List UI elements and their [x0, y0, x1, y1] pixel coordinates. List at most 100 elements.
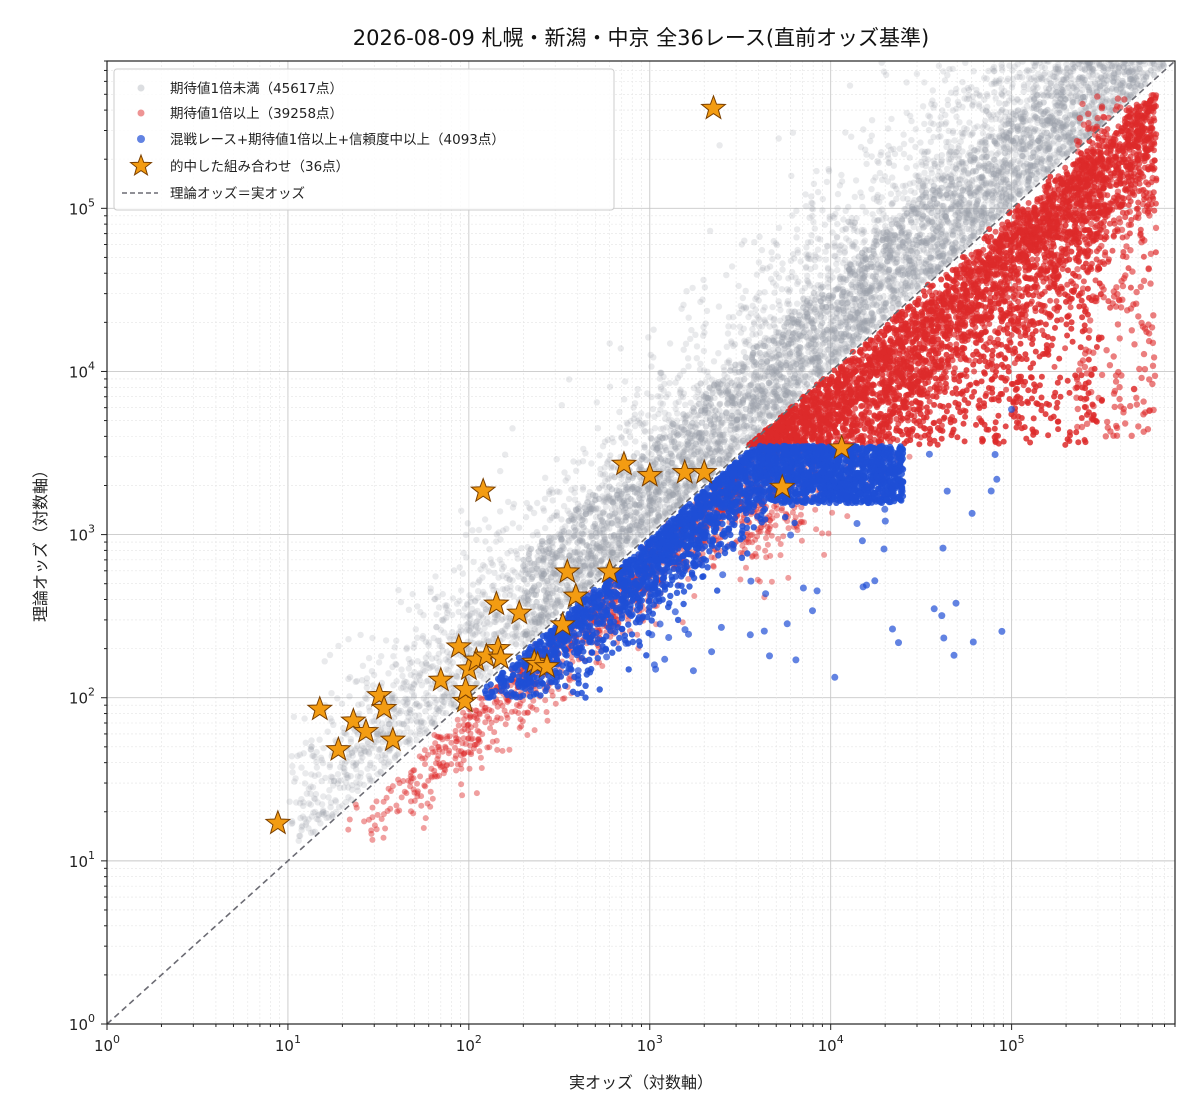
point-ev-below-1 [697, 380, 704, 387]
point-ev-below-1 [289, 769, 296, 776]
point-ev-below-1 [554, 488, 561, 495]
point-ev-below-1 [756, 329, 764, 337]
point-ev-below-1 [921, 120, 928, 128]
point-ev-below-1 [803, 244, 810, 251]
point-ev-below-1 [365, 749, 372, 756]
point-ev-below-1 [774, 253, 781, 260]
point-ev-below-1 [619, 528, 626, 535]
point-ev-below-1 [666, 379, 673, 387]
point-ev-below-1 [345, 751, 353, 758]
point-ev-below-1 [826, 276, 834, 284]
point-ev-below-1 [795, 308, 803, 316]
point-ev-below-1 [878, 149, 885, 156]
point-ev-below-1 [486, 621, 493, 628]
point-ev-below-1 [728, 443, 735, 450]
point-ev-below-1 [900, 227, 907, 234]
point-ev-below-1 [811, 257, 818, 264]
point-ev-below-1 [838, 171, 845, 179]
point-ev-below-1 [377, 769, 384, 776]
point-ev-below-1 [953, 85, 960, 93]
point-ev-below-1 [733, 421, 740, 429]
point-ev-below-1 [880, 313, 887, 320]
point-ev-below-1 [407, 710, 414, 717]
point-ev-below-1 [797, 258, 804, 265]
point-ev-below-1 [1107, 62, 1114, 69]
point-ev-below-1 [988, 126, 995, 133]
point-ev-below-1 [775, 224, 783, 232]
point-ev-below-1 [811, 251, 818, 258]
point-ev-below-1 [469, 527, 476, 534]
point-ev-below-1 [393, 710, 400, 718]
point-ev-below-1 [785, 347, 793, 354]
point-ev-below-1 [368, 668, 376, 675]
point-ev-below-1 [882, 71, 890, 79]
point-ev-below-1 [874, 216, 881, 224]
point-ev-below-1 [771, 289, 778, 296]
point-ev-below-1 [1006, 193, 1013, 200]
point-ev-below-1 [462, 531, 470, 539]
point-ev-below-1 [956, 202, 963, 210]
point-ev-below-1 [824, 272, 832, 279]
point-ev-below-1 [391, 720, 399, 728]
point-ev-below-1 [901, 188, 908, 196]
point-ev-below-1 [842, 225, 849, 232]
point-ev-below-1 [753, 271, 761, 278]
point-ev-below-1 [803, 311, 811, 318]
point-ev-below-1 [813, 167, 820, 175]
point-ev-below-1 [755, 259, 763, 266]
point-ev-below-1 [953, 113, 960, 121]
point-ev-below-1 [903, 164, 910, 172]
point-ev-below-1 [405, 714, 412, 721]
point-ev-below-1 [313, 758, 320, 766]
point-ev-below-1 [533, 528, 541, 536]
point-ev-below-1 [373, 730, 380, 738]
point-ev-below-1 [741, 237, 748, 244]
point-ev-below-1 [477, 566, 484, 573]
point-ev-below-1 [751, 239, 758, 246]
point-ev-below-1 [453, 600, 461, 607]
point-ev-below-1 [593, 399, 600, 406]
point-ev-below-1 [334, 771, 342, 778]
point-ev-below-1 [422, 659, 430, 667]
point-ev-below-1 [730, 323, 737, 330]
point-ev-below-1 [676, 489, 684, 496]
point-ev-below-1 [651, 519, 658, 526]
point-ev-below-1 [666, 340, 674, 347]
point-ev-below-1 [860, 239, 867, 246]
point-ev-below-1 [482, 538, 489, 545]
point-ev-below-1 [374, 753, 382, 760]
point-ev-below-1 [723, 343, 730, 350]
point-ev-below-1 [804, 239, 812, 246]
point-ev-below-1 [1003, 77, 1011, 85]
point-ev-below-1 [614, 502, 621, 510]
point-ev-below-1 [648, 363, 655, 370]
point-ev-below-1 [861, 237, 869, 244]
point-ev-below-1 [951, 137, 958, 144]
point-ev-below-1 [683, 288, 690, 295]
point-ev-below-1 [582, 450, 589, 457]
point-ev-below-1 [408, 688, 416, 695]
point-ev-below-1 [423, 697, 430, 704]
point-ev-below-1 [395, 586, 402, 594]
point-ev-below-1 [834, 220, 841, 228]
point-ev-below-1 [300, 802, 307, 810]
point-ev-below-1 [644, 390, 651, 397]
point-ev-below-1 [469, 581, 477, 588]
point-ev-below-1 [889, 293, 896, 300]
point-ev-below-1 [420, 666, 427, 674]
point-ev-below-1 [605, 494, 613, 501]
point-ev-below-1 [834, 266, 841, 274]
point-ev-below-1 [906, 154, 913, 161]
point-ev-below-1 [289, 819, 296, 827]
point-ev-below-1 [885, 159, 893, 166]
point-ev-below-1 [618, 433, 625, 441]
point-ev-below-1 [645, 412, 652, 419]
point-ev-below-1 [515, 573, 522, 580]
point-ev-below-1 [335, 804, 343, 811]
point-ev-below-1 [772, 240, 780, 247]
point-ev-below-1 [920, 176, 927, 183]
point-ev-below-1 [1049, 140, 1056, 147]
point-ev-below-1 [458, 507, 465, 514]
point-ev-below-1 [956, 119, 963, 126]
